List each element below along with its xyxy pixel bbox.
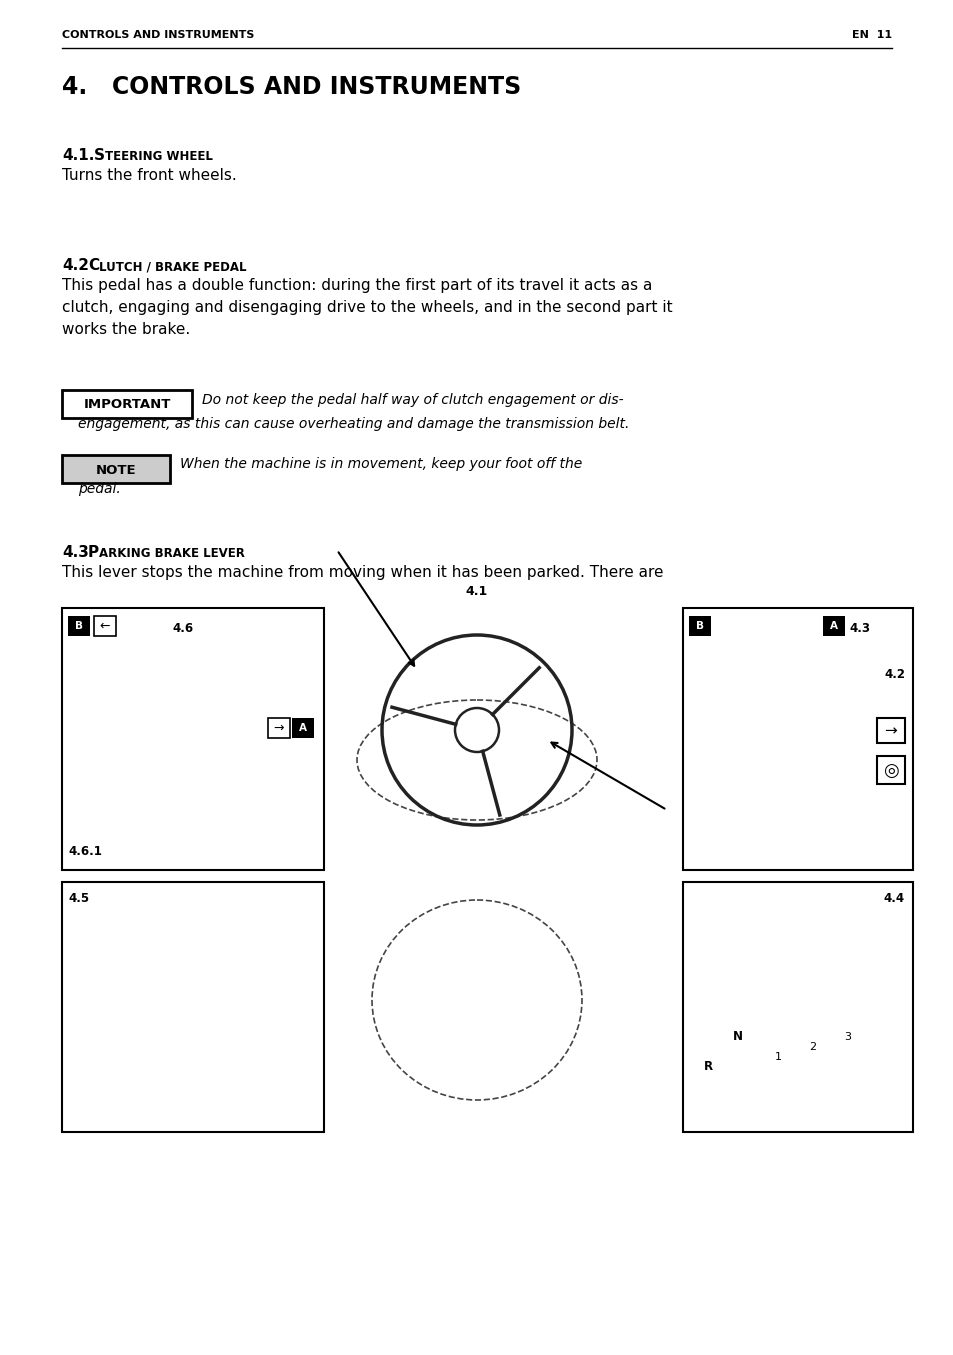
Text: 4.1.: 4.1. <box>62 148 94 163</box>
Bar <box>876 756 904 785</box>
Text: When the machine is in movement, keep your foot off the: When the machine is in movement, keep yo… <box>180 457 581 472</box>
Text: clutch, engaging and disengaging drive to the wheels, and in the second part it: clutch, engaging and disengaging drive t… <box>62 299 672 314</box>
Text: This lever stops the machine from moving when it has been parked. There are: This lever stops the machine from moving… <box>62 565 662 580</box>
Text: 4.   CONTROLS AND INSTRUMENTS: 4. CONTROLS AND INSTRUMENTS <box>62 75 520 99</box>
Text: engagement, as this can cause overheating and damage the transmission belt.: engagement, as this can cause overheatin… <box>78 417 629 431</box>
Text: 4.6.1: 4.6.1 <box>68 846 102 858</box>
Text: A: A <box>298 724 307 733</box>
Text: 4.6: 4.6 <box>172 622 193 635</box>
Text: LUTCH / BRAKE PEDAL: LUTCH / BRAKE PEDAL <box>99 260 246 272</box>
Bar <box>62 882 324 1131</box>
Text: C: C <box>88 257 99 272</box>
Text: B: B <box>75 621 83 631</box>
Text: 4.2: 4.2 <box>62 257 89 272</box>
Text: R: R <box>702 1061 712 1073</box>
Bar <box>68 617 90 635</box>
Text: 2: 2 <box>808 1042 816 1051</box>
Bar <box>876 718 904 743</box>
Text: A: A <box>829 621 837 631</box>
Bar <box>822 617 844 635</box>
Text: 4.1: 4.1 <box>465 585 488 598</box>
Text: 4.5: 4.5 <box>68 892 89 905</box>
Bar <box>682 882 912 1131</box>
Bar <box>62 608 324 870</box>
Bar <box>688 617 710 635</box>
Text: 4.2: 4.2 <box>883 668 904 682</box>
Bar <box>268 718 290 738</box>
Text: EN  11: EN 11 <box>851 30 891 41</box>
Text: Do not keep the pedal half way of clutch engagement or dis-: Do not keep the pedal half way of clutch… <box>202 393 623 406</box>
Bar <box>62 390 192 417</box>
Text: 4.3: 4.3 <box>848 622 869 635</box>
Bar <box>292 718 314 738</box>
Text: TEERING WHEEL: TEERING WHEEL <box>105 150 213 163</box>
Text: This pedal has a double function: during the first part of its travel it acts as: This pedal has a double function: during… <box>62 278 652 293</box>
Text: Turns the front wheels.: Turns the front wheels. <box>62 168 236 183</box>
Text: B: B <box>696 621 703 631</box>
Text: works the brake.: works the brake. <box>62 322 190 337</box>
Text: 4.3: 4.3 <box>62 545 89 560</box>
Text: N: N <box>732 1031 742 1043</box>
Text: P: P <box>88 545 99 560</box>
Text: pedal.: pedal. <box>78 482 121 496</box>
Text: 4.4: 4.4 <box>882 892 904 905</box>
Bar <box>94 617 116 635</box>
Text: ←: ← <box>100 619 111 633</box>
Text: ◎: ◎ <box>882 762 898 780</box>
Text: 3: 3 <box>843 1033 851 1042</box>
Text: →: → <box>883 724 897 738</box>
Text: S: S <box>94 148 105 163</box>
Bar <box>62 455 170 482</box>
Text: ARKING BRAKE LEVER: ARKING BRAKE LEVER <box>99 547 245 560</box>
Text: →: → <box>274 721 284 734</box>
Text: 1: 1 <box>774 1051 781 1062</box>
Bar <box>682 608 912 870</box>
Text: CONTROLS AND INSTRUMENTS: CONTROLS AND INSTRUMENTS <box>62 30 254 41</box>
Text: NOTE: NOTE <box>95 463 136 477</box>
Text: IMPORTANT: IMPORTANT <box>83 398 171 412</box>
